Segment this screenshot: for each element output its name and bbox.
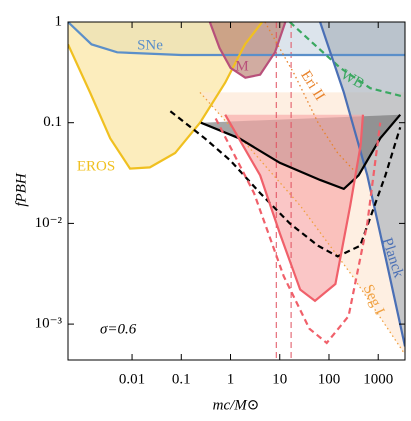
plot-frame [67,21,406,361]
x-tick-label: 0.01 [119,371,145,387]
region-fill [68,22,263,169]
plot-area [68,22,405,360]
series-label: EROS [77,158,115,174]
series-line [68,22,264,170]
x-tick-label: 1000 [363,371,393,387]
series-line [319,22,405,347]
y-tick-label: 10⁻³ [35,316,63,332]
region-fill [225,114,363,301]
x-tick-label: 10 [272,371,287,387]
series-label: M [235,58,248,74]
region-fill [320,22,405,347]
series-label: SNe [137,37,163,53]
series-line [214,118,382,345]
series-line [289,22,405,99]
y-tick-label: 10⁻² [35,215,63,231]
y-tick-label: 1 [55,13,63,29]
annotation: σ=0.6 [100,321,137,337]
series-line [208,22,287,79]
series-line [224,114,365,303]
y-tick-label: 0.1 [43,114,62,130]
x-axis-label: mc/M⊙ [213,397,260,413]
series-line [169,110,402,258]
x-tick-label: 100 [318,371,341,387]
x-tick-label: 1 [227,371,235,387]
series-line [68,22,405,57]
y-axis-label: fPBH [13,172,29,206]
x-tick-label: 0.1 [172,371,191,387]
series-line [264,22,360,176]
